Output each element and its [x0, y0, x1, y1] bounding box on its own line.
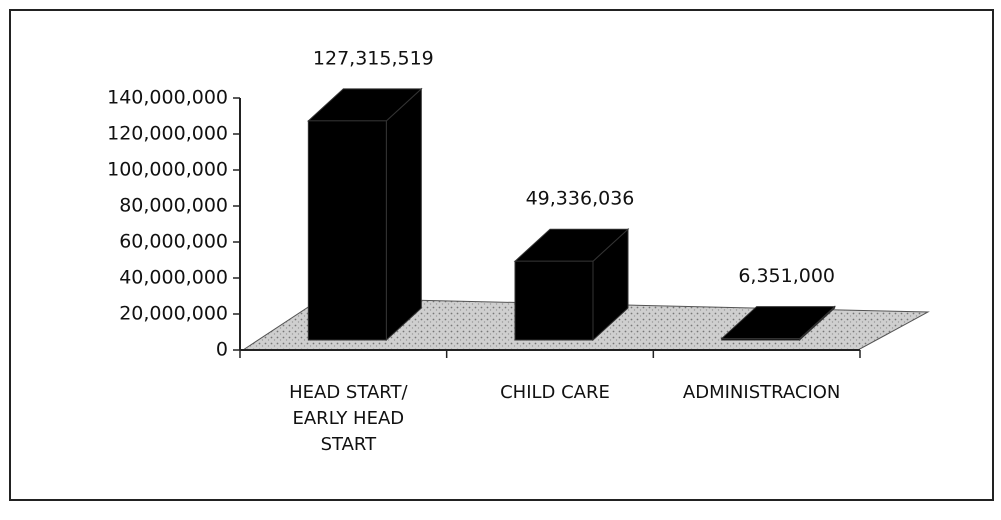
x-tick-label: HEAD START/ EARLY HEAD START: [289, 382, 408, 455]
value-label: 6,351,000: [738, 265, 835, 287]
x-tick-label-box: HEAD START/ EARLY HEAD START: [289, 382, 408, 455]
bar: [720, 305, 836, 342]
value-label: 49,336,036: [526, 188, 635, 210]
bar: [513, 228, 630, 342]
bar-front: [514, 260, 594, 341]
x-tick-label: CHILD CARE: [500, 382, 610, 403]
y-tick-label: 140,000,000: [107, 87, 228, 109]
bar-front: [721, 338, 801, 341]
bar-front: [307, 120, 387, 341]
x-tick-label-box: CHILD CARE: [500, 382, 610, 403]
bar-side: [385, 87, 422, 342]
y-tick-label: 20,000,000: [119, 303, 228, 325]
y-tick-label: 60,000,000: [119, 231, 228, 253]
chart-border: [9, 9, 994, 501]
x-tick-label-box: ADMINISTRACION: [682, 382, 841, 403]
y-tick-label: 0: [216, 339, 228, 361]
y-tick-label: 100,000,000: [107, 159, 228, 181]
y-tick-label: 40,000,000: [119, 267, 228, 289]
bar: [307, 87, 423, 342]
y-tick-label: 80,000,000: [119, 195, 228, 217]
x-tick-label: ADMINISTRACION: [682, 382, 841, 403]
y-tick-label: 120,000,000: [107, 123, 228, 145]
value-label: 127,315,519: [313, 47, 434, 69]
